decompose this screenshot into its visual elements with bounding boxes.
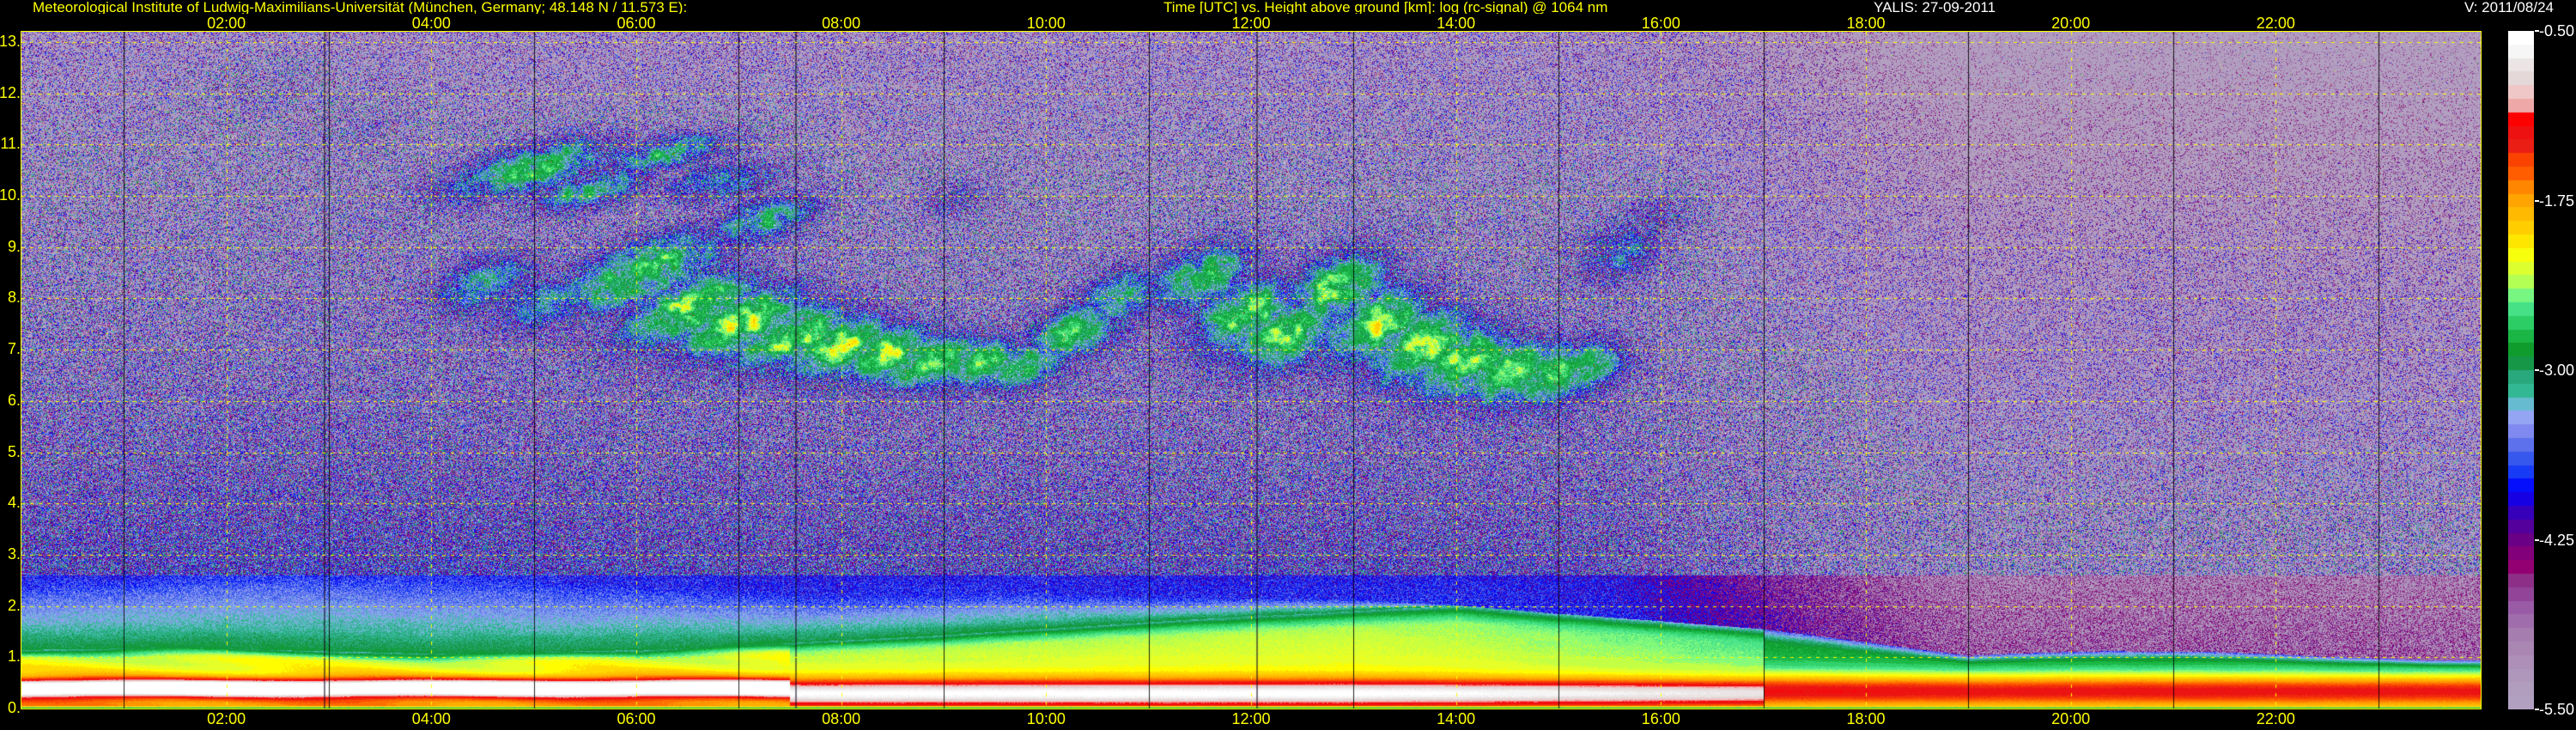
height-tick-11: 11. (0, 135, 21, 153)
header-bar: Meteorological Institute of Ludwig-Maxim… (0, 0, 2576, 15)
colorbar-tick-mark-3 (2535, 538, 2539, 541)
bottom-time-axis: 02:00 04:00 06:00 08:00 10:00 12:00 14:00 16:00… (0, 709, 2576, 728)
height-tick-2: 2. (7, 596, 21, 614)
height-tick-0: 0. (7, 699, 21, 716)
height-tick-8: 8. (7, 289, 21, 307)
bottom-time-tick-2200: 22:00 (2256, 710, 2295, 727)
colorbar-tick-label-2: -3.00 (2539, 362, 2575, 379)
version-label: V: 2011/08/24 (2464, 0, 2554, 15)
height-tick-13: 13. (0, 32, 21, 50)
height-tick-4: 4. (7, 494, 21, 512)
top-time-tick-0200: 02:00 (207, 15, 246, 32)
colorbar-tick-mark-4 (2535, 709, 2539, 710)
colorbar-tick-label-1: -1.75 (2539, 192, 2575, 210)
bottom-time-tick-0200: 02:00 (207, 710, 246, 727)
height-tick-3: 3. (7, 544, 21, 563)
bottom-time-tick-1400: 14:00 (1437, 710, 1476, 727)
height-axis: 13. 12. 11. 10. 9. 8. 7. 6. 5. 4. 3. 2. 1. 0. (0, 31, 21, 715)
colorbar (2508, 31, 2534, 709)
height-tick-1: 1. (7, 648, 21, 666)
top-time-tick-0600: 06:00 (617, 15, 656, 32)
bottom-time-tick-1600: 16:00 (1641, 710, 1680, 727)
bottom-time-tick-0600: 06:00 (617, 710, 656, 727)
colorbar-gradient (2508, 31, 2534, 709)
lidar-heatmap-canvas (21, 32, 2481, 709)
height-tick-10: 10. (0, 186, 21, 204)
colorbar-tick-mark-1 (2535, 199, 2539, 202)
top-time-tick-1600: 16:00 (1641, 15, 1680, 32)
colorbar-tick-mark-0 (2535, 30, 2539, 32)
height-tick-5: 5. (7, 442, 21, 460)
height-tick-7: 7. (7, 340, 21, 358)
plot-title: Time [UTC] vs. Height above ground [km]:… (1163, 0, 1608, 15)
bottom-time-tick-2000: 20:00 (2051, 710, 2091, 727)
colorbar-tick-label-4: -5.50 (2539, 701, 2575, 718)
top-time-tick-1800: 18:00 (1846, 15, 1886, 32)
bottom-time-tick-1800: 18:00 (1846, 710, 1886, 727)
colorbar-tick-label-3: -4.25 (2539, 531, 2575, 549)
colorbar-tick-mark-2 (2535, 369, 2539, 371)
height-tick-9: 9. (7, 237, 21, 255)
bottom-time-tick-0400: 04:00 (411, 710, 451, 727)
top-time-tick-2000: 20:00 (2051, 15, 2091, 32)
top-time-tick-0800: 08:00 (822, 15, 861, 32)
height-tick-12: 12. (0, 83, 21, 101)
top-time-tick-0400: 04:00 (411, 15, 451, 32)
bottom-time-tick-1200: 12:00 (1231, 710, 1271, 727)
bottom-time-tick-1000: 10:00 (1026, 710, 1066, 727)
height-tick-6: 6. (7, 391, 21, 409)
top-time-axis: 02:00 04:00 06:00 08:00 10:00 12:00 14:00 16:00… (0, 14, 2576, 33)
lidar-heatmap-panel (21, 31, 2482, 709)
colorbar-tick-label-0: -0.50 (2539, 22, 2575, 40)
top-time-tick-1400: 14:00 (1437, 15, 1476, 32)
top-time-tick-2200: 22:00 (2256, 15, 2295, 32)
institute-title: Meteorological Institute of Ludwig-Maxim… (33, 0, 688, 15)
top-time-tick-1200: 12:00 (1231, 15, 1271, 32)
instrument-date-label: YALIS: 27-09-2011 (1874, 0, 1996, 15)
top-time-tick-1000: 10:00 (1026, 15, 1066, 32)
bottom-time-tick-0800: 08:00 (822, 710, 861, 727)
